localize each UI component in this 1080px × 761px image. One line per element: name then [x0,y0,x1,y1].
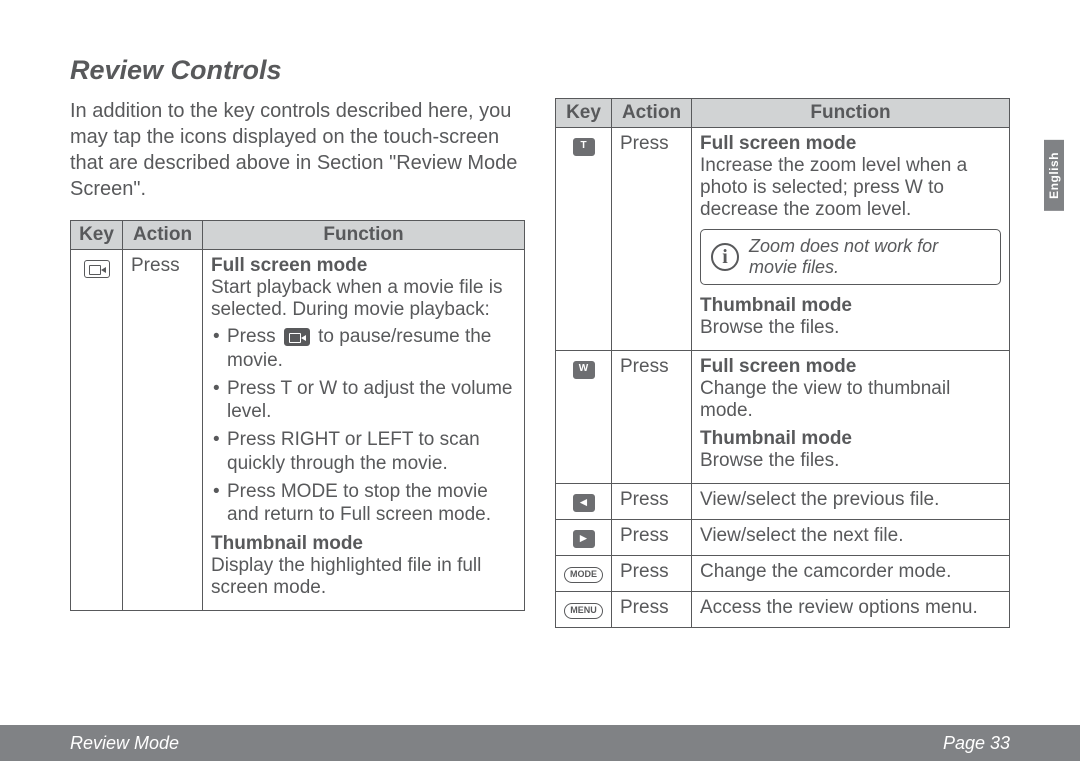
function-cell: Access the review options menu. [692,592,1010,628]
info-icon: i [711,243,739,271]
bullet-list: • Press to pause/resume the movie. [211,325,516,527]
function-cell: View/select the previous file. [692,484,1010,520]
table-row: ◄ Press View/select the previous file. [556,484,1010,520]
left-column: In addition to the key controls describe… [70,98,525,628]
mode-heading: Thumbnail mode [700,428,1001,450]
function-block: Thumbnail mode Browse the files. [700,428,1001,472]
left-arrow-icon: ◄ [573,494,595,512]
function-text: Browse the files. [700,450,1001,472]
list-item: • Press to pause/resume the movie. [213,325,516,373]
function-text: Display the highlighted file in full scr… [211,555,516,599]
function-cell: Full screen mode Change the view to thum… [692,351,1010,484]
list-item: • Press RIGHT or LEFT to scan quickly th… [213,428,516,476]
camera-icon [84,260,110,278]
info-note: i Zoom does not work for movie files. [700,229,1001,285]
list-item: • Press MODE to stop the movie and retur… [213,480,516,528]
col-key: Key [556,99,612,128]
intro-paragraph: In addition to the key controls describe… [70,98,525,202]
key-cell: MODE [556,556,612,592]
col-key: Key [71,221,123,250]
table-header-row: Key Action Function [556,99,1010,128]
function-text: Browse the files. [700,317,1001,339]
right-column: Key Action Function T Press F [555,98,1010,628]
key-cell: ► [556,520,612,556]
camera-icon [284,328,310,346]
language-tab: English [1044,140,1064,211]
key-cell: W [556,351,612,484]
table-row: Press Full screen mode Start playback wh… [71,250,525,611]
right-arrow-icon: ► [573,530,595,548]
t-key-icon: T [573,138,595,156]
function-text: Increase the zoom level when a photo is … [700,155,1001,221]
col-action: Action [123,221,203,250]
key-cell: ◄ [556,484,612,520]
list-item: • Press T or W to adjust the volume leve… [213,377,516,425]
mode-heading: Full screen mode [211,255,516,277]
function-cell: Change the camcorder mode. [692,556,1010,592]
function-block: Full screen mode Increase the zoom level… [700,133,1001,285]
function-block: Thumbnail mode Browse the files. [700,295,1001,339]
key-cell [71,250,123,611]
w-key-icon: W [573,361,595,379]
function-text: Start playback when a movie file is sele… [211,277,516,321]
footer-section: Review Mode [70,733,179,754]
function-block: Full screen mode Change the view to thum… [700,356,1001,422]
two-column-layout: In addition to the key controls describe… [70,98,1010,628]
page-footer: Review Mode Page 33 [0,725,1080,761]
action-cell: Press [612,484,692,520]
mode-heading: Thumbnail mode [211,533,516,555]
function-block: Thumbnail mode Display the highlighted f… [211,533,516,599]
col-action: Action [612,99,692,128]
col-function: Function [203,221,525,250]
action-cell: Press [612,520,692,556]
function-cell: Full screen mode Increase the zoom level… [692,128,1010,351]
action-cell: Press [612,592,692,628]
manual-page: English Review Controls In addition to t… [0,0,1080,761]
footer-page: Page 33 [943,733,1010,754]
action-cell: Press [123,250,203,611]
mode-heading: Full screen mode [700,356,1001,378]
mode-heading: Full screen mode [700,133,1001,155]
key-cell: T [556,128,612,351]
function-text: Change the view to thumbnail mode. [700,378,1001,422]
table-row: MENU Press Access the review options men… [556,592,1010,628]
col-function: Function [692,99,1010,128]
note-text: Zoom does not work for movie files. [749,236,990,278]
action-cell: Press [612,351,692,484]
table-row: ► Press View/select the next file. [556,520,1010,556]
table-row: T Press Full screen mode Increase the zo… [556,128,1010,351]
menu-key-icon: MENU [564,603,603,619]
mode-key-icon: MODE [564,567,603,583]
controls-table-right: Key Action Function T Press F [555,98,1010,628]
action-cell: Press [612,128,692,351]
function-cell: Full screen mode Start playback when a m… [203,250,525,611]
table-row: W Press Full screen mode Change the view… [556,351,1010,484]
controls-table-left: Key Action Function Press Full screen m [70,220,525,611]
mode-heading: Thumbnail mode [700,295,1001,317]
action-cell: Press [612,556,692,592]
key-cell: MENU [556,592,612,628]
section-title: Review Controls [70,55,1010,86]
function-block: Full screen mode Start playback when a m… [211,255,516,527]
function-cell: View/select the next file. [692,520,1010,556]
table-header-row: Key Action Function [71,221,525,250]
table-row: MODE Press Change the camcorder mode. [556,556,1010,592]
